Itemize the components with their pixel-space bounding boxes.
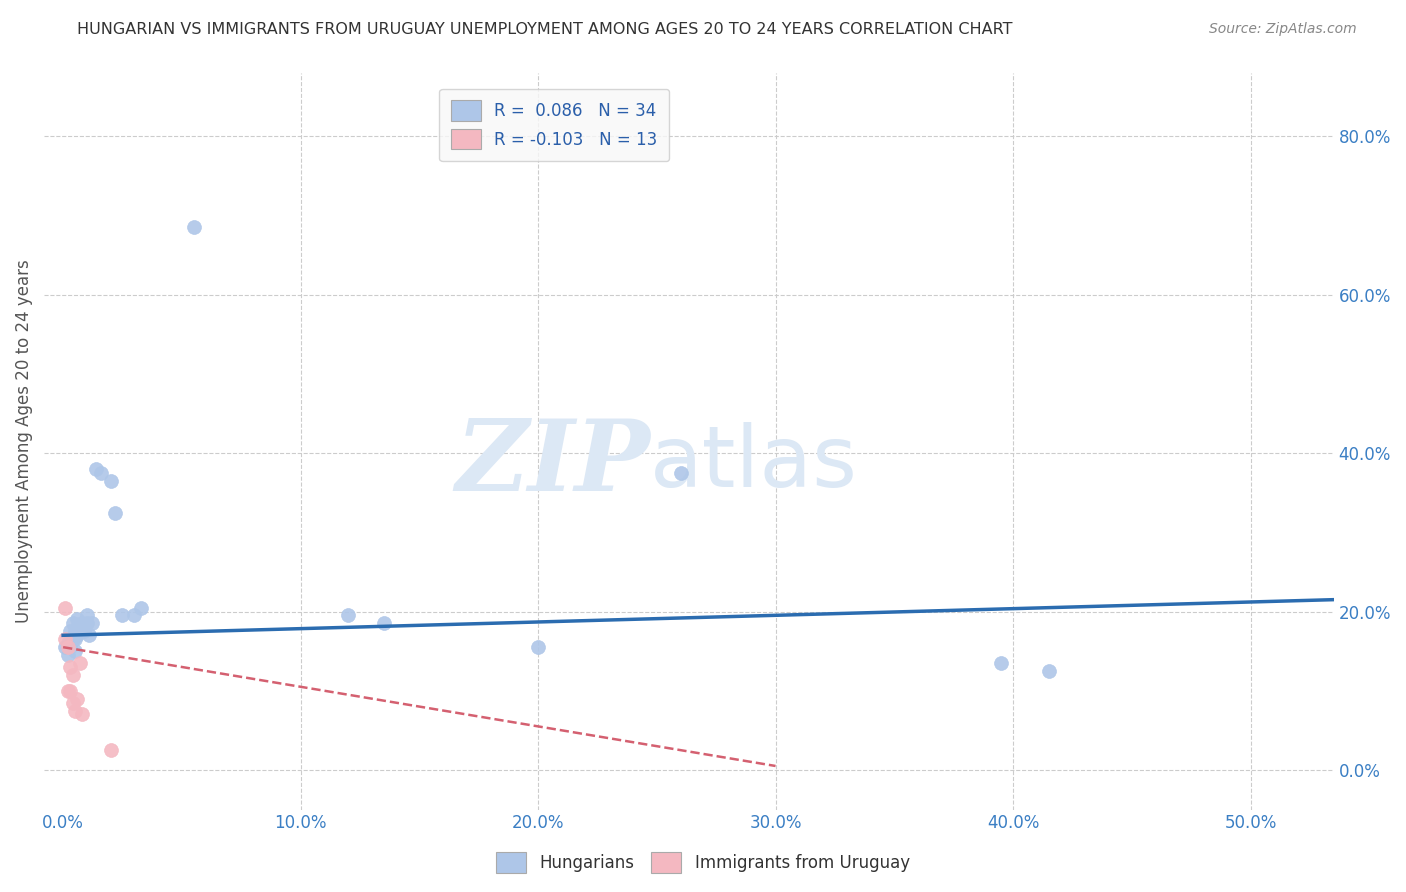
Point bbox=[124, 608, 146, 623]
Point bbox=[111, 608, 134, 623]
Point bbox=[59, 683, 82, 698]
Point bbox=[183, 220, 205, 235]
Point bbox=[56, 640, 79, 655]
Point bbox=[55, 640, 77, 655]
Point bbox=[990, 656, 1012, 670]
Point bbox=[59, 660, 82, 674]
Point bbox=[527, 640, 550, 655]
Point bbox=[1038, 664, 1060, 678]
Legend: Hungarians, Immigrants from Uruguay: Hungarians, Immigrants from Uruguay bbox=[489, 846, 917, 880]
Point bbox=[55, 600, 77, 615]
Point bbox=[56, 648, 79, 662]
Point bbox=[63, 624, 86, 639]
Point bbox=[70, 624, 93, 639]
Point bbox=[69, 656, 91, 670]
Point bbox=[62, 616, 84, 631]
Point bbox=[77, 628, 100, 642]
Point bbox=[63, 632, 86, 647]
Point bbox=[66, 612, 89, 626]
Point bbox=[337, 608, 360, 623]
Text: Source: ZipAtlas.com: Source: ZipAtlas.com bbox=[1209, 22, 1357, 37]
Point bbox=[76, 616, 98, 631]
Y-axis label: Unemployment Among Ages 20 to 24 years: Unemployment Among Ages 20 to 24 years bbox=[15, 260, 32, 624]
Point bbox=[62, 696, 84, 710]
Point bbox=[62, 632, 84, 647]
Point bbox=[373, 616, 395, 631]
Text: HUNGARIAN VS IMMIGRANTS FROM URUGUAY UNEMPLOYMENT AMONG AGES 20 TO 24 YEARS CORR: HUNGARIAN VS IMMIGRANTS FROM URUGUAY UNE… bbox=[77, 22, 1012, 37]
Point bbox=[56, 683, 79, 698]
Point bbox=[66, 691, 89, 706]
Point bbox=[63, 704, 86, 718]
Point bbox=[100, 743, 122, 757]
Point bbox=[131, 600, 153, 615]
Point bbox=[70, 707, 93, 722]
Point bbox=[86, 462, 108, 476]
Point bbox=[73, 624, 96, 639]
Point bbox=[90, 466, 112, 480]
Point bbox=[70, 616, 93, 631]
Point bbox=[56, 636, 79, 650]
Point bbox=[76, 608, 98, 623]
Point bbox=[669, 466, 692, 480]
Point bbox=[59, 640, 82, 655]
Point bbox=[104, 506, 127, 520]
Point bbox=[59, 624, 82, 639]
Point bbox=[100, 474, 122, 488]
Point bbox=[66, 628, 89, 642]
Legend: R =  0.086   N = 34, R = -0.103   N = 13: R = 0.086 N = 34, R = -0.103 N = 13 bbox=[439, 88, 669, 161]
Point bbox=[63, 644, 86, 658]
Point bbox=[62, 668, 84, 682]
Text: ZIP: ZIP bbox=[456, 415, 650, 512]
Point bbox=[80, 616, 103, 631]
Point bbox=[69, 624, 91, 639]
Text: atlas: atlas bbox=[650, 422, 858, 505]
Point bbox=[55, 632, 77, 647]
